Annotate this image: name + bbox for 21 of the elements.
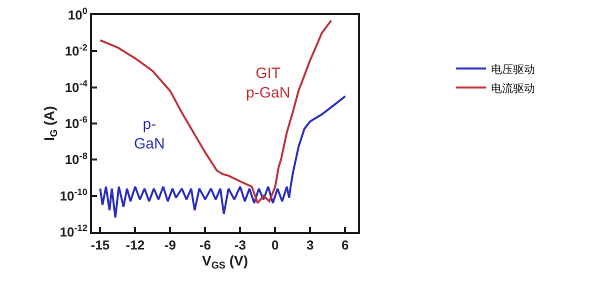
x-tick-label: -9 [164, 238, 176, 253]
x-axis-title: V$_{GS}$ (V) [202, 252, 248, 272]
x-tick-label: 0 [272, 238, 279, 253]
legend-label: 电流驱动 [491, 82, 536, 95]
x-tick-label: -15 [90, 238, 110, 253]
x-tick-label: 3 [306, 238, 314, 253]
y-tick-label: 10$^{-10}$ [60, 186, 88, 204]
legend-label: 电压驱动 [491, 62, 536, 76]
annotation: p- GaN [134, 116, 165, 152]
x-tick-label: -3 [234, 238, 246, 253]
x-tick-label: -6 [199, 238, 211, 253]
y-tick-label: 10$^{-2}$ [64, 42, 88, 59]
line-series [99, 19, 332, 204]
y-tick-label: 10$^{-12}$ [60, 223, 88, 240]
y-tick-label: 10$^{0}$ [68, 6, 88, 23]
x-tick-label: 6 [342, 238, 349, 253]
x-tick-label: -12 [126, 238, 145, 253]
y-tick-label: 10$^{-4}$ [64, 78, 88, 95]
y-tick-label: 10$^{-6}$ [64, 114, 88, 132]
y-tick-label: 10$^{-8}$ [64, 150, 88, 168]
annotation: GIT p-GaN [246, 65, 290, 102]
